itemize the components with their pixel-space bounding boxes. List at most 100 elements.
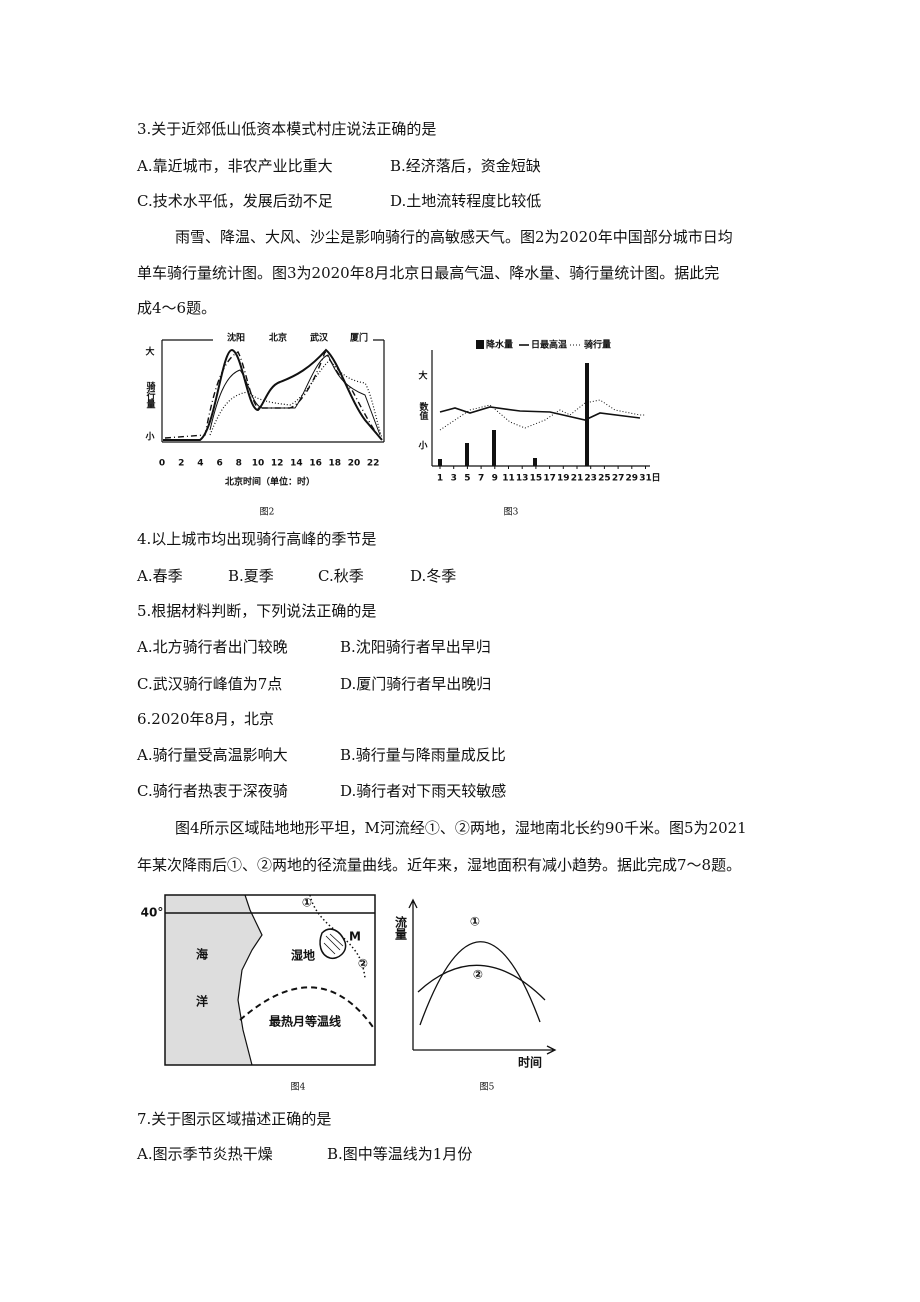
river: [309, 894, 366, 979]
x-tick-label: 29: [626, 474, 639, 484]
question-stem: 3.关于近郊低山低资本模式村庄说法正确的是: [137, 120, 436, 138]
x-tick-label: 22: [367, 459, 380, 469]
axis-label: 大: [418, 370, 427, 382]
ocean-label: 洋: [196, 994, 208, 1009]
figure-4-labels: 40° ① M 湿地 ② 海 洋 最热月等温线: [141, 896, 368, 1029]
question-stem: 6.2020年8月，北京: [137, 710, 274, 728]
point-label: ①: [302, 896, 312, 910]
axis-label: 时间: [518, 1055, 542, 1070]
option: B.骑行量与降雨量成反比: [340, 746, 506, 764]
option: B.夏季: [228, 567, 274, 585]
curve: [163, 348, 383, 441]
option: C.武汉骑行峰值为7点: [137, 675, 282, 693]
option: C.秋季: [318, 567, 364, 585]
x-tick-label: 11: [502, 474, 515, 484]
passage: 年某次降雨后①、②两地的径流量曲线。近年来，湿地面积有减小趋势。据此完成7～8题…: [137, 856, 741, 874]
option: D.土地流转程度比较低: [390, 192, 541, 210]
legend-label: 日最高温: [531, 339, 567, 351]
x-tick-label: 12: [271, 459, 284, 469]
isotherm: [239, 986, 376, 1031]
coastline: [237, 894, 263, 1066]
frame: [164, 894, 376, 1066]
passage: 成4～6题。: [137, 299, 216, 317]
figure-caption: 图3: [504, 507, 519, 518]
figure-2: [161, 337, 385, 443]
question-stem: 4.以上城市均出现骑行高峰的季节是: [137, 530, 376, 548]
figure-caption: 图4: [291, 1082, 306, 1093]
wetland-hatch: [323, 933, 344, 955]
point-label: ②: [358, 957, 368, 971]
wetland: [319, 928, 347, 960]
x-tick-label: 7: [478, 474, 484, 484]
river-label: M: [349, 930, 361, 944]
bar: [465, 443, 469, 466]
option: A.春季: [136, 567, 183, 585]
legend-bg: [213, 331, 373, 345]
legend-label: 武汉: [310, 332, 329, 344]
legend-label: 北京: [269, 332, 287, 344]
option: A.靠近城市，非农产业比重大: [136, 157, 333, 175]
legend-label: 降水量: [486, 339, 513, 351]
bar: [533, 458, 537, 466]
option: C.技术水平低，发展后劲不足: [137, 192, 333, 210]
x-tick-label: 0: [159, 459, 165, 469]
x-tick-label: 13: [516, 474, 529, 484]
curve: [419, 941, 541, 1026]
x-tick-label: 20: [348, 459, 361, 469]
x-tick-label: 23: [584, 474, 597, 484]
curve: [439, 406, 641, 421]
passage: 雨雪、降温、大风、沙尘是影响骑行的高敏感天气。图2为2020年中国部分城市日均: [175, 228, 733, 246]
passage: 单车骑行量统计图。图3为2020年8月北京日最高气温、降水量、骑行量统计图。据此…: [137, 264, 719, 282]
x-tick-label: 31: [639, 474, 652, 484]
axis-label: 大: [145, 346, 154, 358]
option: A.北方骑行者出门较晚: [136, 638, 288, 656]
isotherm-label: 最热月等温线: [269, 1014, 341, 1029]
passage: 图4所示区域陆地地形平坦，M河流经①、②两地，湿地南北长约90千米。图5为202…: [175, 819, 747, 837]
option: A.图示季节炎热干燥: [136, 1145, 273, 1163]
figure-3-labels: 降水量 日最高温 骑行量 大 数值 小 日: [417, 339, 660, 484]
x-tick-label: 15: [530, 474, 543, 484]
x-tick-label: 5: [464, 474, 470, 484]
option: C.骑行者热衷于深夜骑: [137, 782, 288, 800]
legend-label: 骑行量: [584, 339, 611, 351]
axis-title: 北京时间（单位：时）: [225, 476, 315, 488]
figure-5-labels: 流量 时间 ① ②: [394, 915, 543, 1070]
axis: [413, 1045, 557, 1055]
text-block: 3.关于近郊低山低资本模式村庄说法正确的是 A.靠近城市，非农产业比重大 B.经…: [136, 120, 747, 1163]
question-stem: 7.关于图示区域描述正确的是: [137, 1110, 331, 1128]
option: B.沈阳骑行者早出早归: [340, 638, 491, 656]
x-tick-label: 6: [216, 459, 222, 469]
bar: [492, 430, 496, 466]
x-tick-label: 1: [437, 474, 443, 484]
figure-caption: 图5: [480, 1082, 495, 1093]
x-tick-label: 3: [451, 474, 457, 484]
x-tick-label: 18: [329, 459, 342, 469]
x-tick-label: 17: [543, 474, 556, 484]
latitude-label: 40°: [141, 906, 164, 920]
option: B.经济落后，资金短缺: [390, 157, 541, 175]
curve: [164, 350, 381, 439]
curve: [439, 399, 645, 431]
x-tick-label: 25: [598, 474, 611, 484]
figure-5: [408, 898, 557, 1055]
x-tick-label: 4: [197, 459, 203, 469]
legend-key: [476, 340, 484, 349]
option: D.冬季: [410, 567, 456, 585]
bar: [438, 459, 442, 466]
bar: [585, 363, 589, 466]
legend-label: 厦门: [350, 332, 368, 344]
option: B.图中等温线为1月份: [327, 1145, 472, 1163]
x-tick-label: 2: [178, 459, 184, 469]
x-tick-label: 19: [557, 474, 570, 484]
axis-unit: 日: [651, 473, 660, 484]
question-stem: 5.根据材料判断，下列说法正确的是: [137, 602, 376, 620]
axis-label: 数值: [418, 401, 429, 421]
figure-4: [164, 894, 376, 1066]
curve: [209, 359, 383, 439]
figure-caption: 图2: [260, 507, 275, 518]
curve-label: ①: [470, 915, 480, 929]
x-tick-label: 9: [492, 474, 498, 484]
x-tick-label: 8: [236, 459, 242, 469]
x-tick-label: 16: [309, 459, 322, 469]
